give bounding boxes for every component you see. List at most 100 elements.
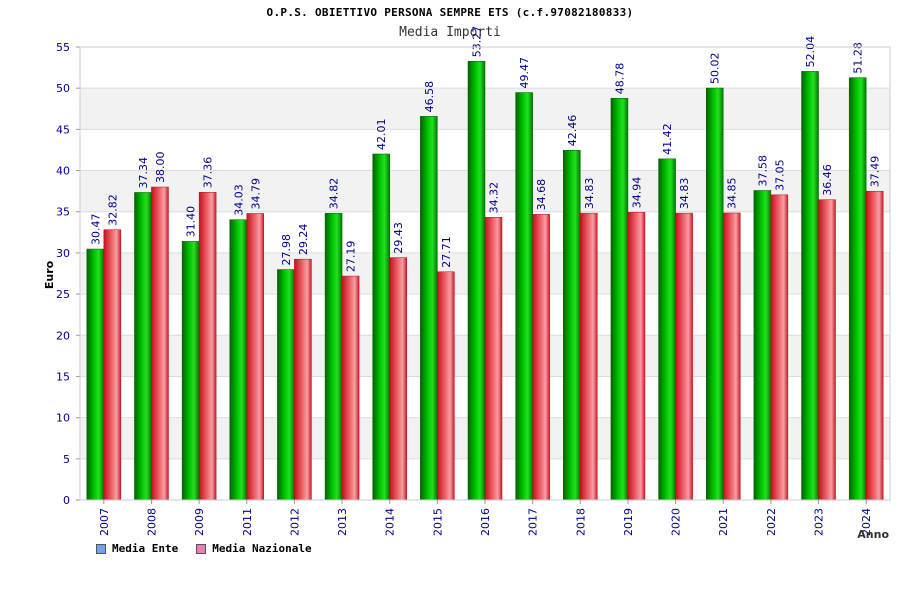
- data-label: 34.94: [630, 177, 643, 209]
- y-tick-label: 50: [56, 82, 70, 95]
- x-axis-label: Anno: [857, 528, 889, 541]
- data-label: 34.32: [488, 182, 501, 214]
- chart-title: O.P.S. OBIETTIVO PERSONA SEMPRE ETS (c.f…: [266, 6, 634, 19]
- x-tick-label: 2019: [622, 508, 635, 536]
- data-label: 50.02: [709, 53, 722, 85]
- bar-media-nazionale-2009: [198, 192, 217, 501]
- data-label: 52.04: [804, 36, 817, 68]
- bar-media-ente-2016: [467, 60, 486, 501]
- bar-media-ente-2018: [563, 150, 581, 501]
- bar-media-ente-2008: [134, 192, 152, 501]
- y-tick-label: 45: [56, 123, 70, 136]
- x-tick-label: 2017: [527, 508, 540, 536]
- bar-media-ente-2022: [753, 190, 772, 501]
- x-tick-label: 2020: [670, 508, 683, 536]
- data-label: 49.47: [518, 57, 531, 89]
- data-label: 27.71: [440, 236, 453, 268]
- data-label: 37.49: [869, 156, 882, 188]
- x-tick-label: 2018: [574, 508, 587, 536]
- data-label: 48.78: [613, 63, 626, 95]
- x-tick-label: 2015: [431, 508, 444, 536]
- data-label: 42.01: [375, 118, 388, 150]
- bar-media-ente-2017: [515, 92, 533, 501]
- bar-media-nazionale-2024: [865, 190, 884, 501]
- x-tick-label: 2016: [479, 508, 492, 536]
- x-tick-label: 2013: [336, 508, 349, 536]
- bar-media-nazionale-2023: [818, 199, 836, 501]
- bar-media-ente-2015: [420, 116, 438, 501]
- y-axis-label: Euro: [43, 260, 56, 289]
- data-label: 34.79: [249, 178, 262, 210]
- bar-media-ente-2024: [848, 77, 867, 501]
- data-label: 29.43: [392, 222, 405, 254]
- y-tick-label: 55: [56, 41, 70, 54]
- legend-item-media-nazionale: Media Nazionale: [196, 542, 312, 555]
- bar-media-ente-2020: [658, 158, 676, 501]
- bar-media-ente-2014: [372, 153, 390, 501]
- data-label: 46.58: [423, 81, 436, 113]
- bar-media-ente-2011: [229, 219, 248, 501]
- data-label: 34.85: [726, 177, 739, 209]
- legend-swatch-media-ente: [96, 543, 106, 554]
- data-label: 51.28: [852, 42, 865, 74]
- legend-label-media-ente: Media Ente: [112, 542, 179, 555]
- data-label: 30.47: [89, 214, 102, 246]
- data-label: 53.27: [471, 26, 484, 58]
- bar-media-nazionale-2016: [484, 217, 503, 501]
- y-tick-label: 5: [63, 453, 70, 466]
- x-tick-label: 2023: [813, 508, 826, 536]
- bar-media-nazionale-2022: [770, 194, 789, 501]
- data-label: 41.42: [661, 123, 674, 155]
- y-tick-label: 30: [56, 247, 70, 260]
- bar-media-ente-2012: [277, 269, 295, 501]
- x-tick-label: 2024: [860, 508, 873, 536]
- data-label: 34.03: [232, 184, 245, 216]
- bar-media-nazionale-2007: [103, 229, 122, 501]
- data-label: 37.58: [756, 155, 769, 187]
- bar-media-nazionale-2021: [722, 212, 741, 501]
- y-tick-label: 15: [56, 370, 70, 383]
- bar-media-nazionale-2012: [294, 258, 312, 501]
- data-label: 36.46: [821, 164, 834, 196]
- bars: 30.47 32.82 37.34 38.00 31.40 37.36 34.03 34.79…: [86, 26, 884, 501]
- data-label: 27.98: [280, 234, 293, 266]
- x-tick-label: 2012: [288, 508, 301, 536]
- x-tick-label: 2007: [98, 508, 111, 536]
- bar-media-nazionale-2011: [246, 213, 265, 501]
- data-label: 34.83: [678, 178, 691, 210]
- y-tick-label: 25: [56, 288, 70, 301]
- data-label: 34.83: [583, 178, 596, 210]
- data-label: 42.46: [566, 115, 579, 147]
- bar-media-ente-2007: [86, 248, 105, 501]
- x-tick-label: 2022: [765, 508, 778, 536]
- bar-media-nazionale-2020: [675, 212, 693, 501]
- x-tick-label: 2014: [384, 508, 397, 536]
- bar-media-nazionale-2008: [151, 186, 169, 501]
- y-tick-label: 40: [56, 165, 70, 178]
- legend-item-media-ente: Media Ente: [96, 542, 178, 555]
- data-label: 29.24: [297, 224, 310, 256]
- data-label: 38.00: [154, 152, 167, 184]
- data-label: 27.19: [345, 241, 358, 273]
- data-label: 37.34: [137, 157, 150, 189]
- x-tick-label: 2008: [145, 508, 158, 536]
- y-tick-label: 35: [56, 206, 70, 219]
- bar-media-ente-2009: [181, 241, 200, 501]
- data-label: 37.36: [202, 157, 215, 189]
- y-tick-label: 20: [56, 329, 70, 342]
- bar-media-ente-2023: [801, 71, 819, 501]
- bar-media-ente-2013: [324, 212, 343, 501]
- data-label: 34.82: [328, 178, 341, 210]
- data-label: 31.40: [185, 206, 198, 238]
- bar-media-ente-2019: [610, 97, 629, 501]
- x-tick-label: 2009: [193, 508, 206, 536]
- bar-media-nazionale-2017: [532, 214, 550, 501]
- data-label: 37.05: [773, 159, 786, 191]
- legend: Media Ente Media Nazionale: [96, 542, 312, 555]
- bar-media-ente-2021: [705, 87, 724, 501]
- chart-subtitle: Media Importi: [399, 25, 501, 40]
- legend-swatch-media-nazionale: [196, 543, 207, 554]
- x-tick-label: 2021: [717, 508, 730, 536]
